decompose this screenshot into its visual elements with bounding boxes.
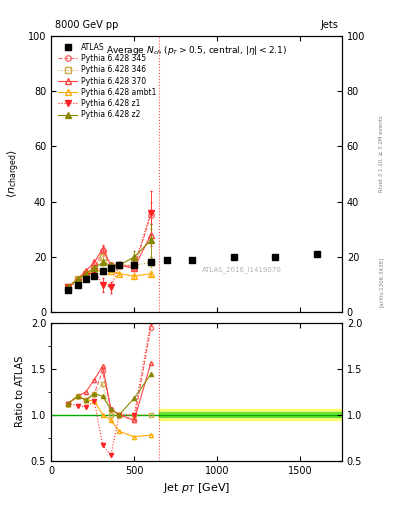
Text: 8000 GeV pp: 8000 GeV pp	[55, 20, 118, 30]
Text: [arXiv:1306.3438]: [arXiv:1306.3438]	[379, 257, 384, 307]
Text: Rivet 3.1.10, ≥ 3.2M events: Rivet 3.1.10, ≥ 3.2M events	[379, 115, 384, 192]
Y-axis label: Ratio to ATLAS: Ratio to ATLAS	[15, 356, 25, 428]
X-axis label: Jet $p_T$ [GeV]: Jet $p_T$ [GeV]	[163, 481, 230, 495]
Text: ATLAS_2016_I1419070: ATLAS_2016_I1419070	[202, 266, 282, 272]
Legend: ATLAS, Pythia 6.428 345, Pythia 6.428 346, Pythia 6.428 370, Pythia 6.428 ambt1,: ATLAS, Pythia 6.428 345, Pythia 6.428 34…	[55, 39, 159, 122]
Text: Jets: Jets	[320, 20, 338, 30]
Text: Average $N_{ch}$ ($p_T>0.5$, central, $|\eta| < 2.1$): Average $N_{ch}$ ($p_T>0.5$, central, $|…	[106, 44, 287, 57]
Y-axis label: $\langle n_\mathrm{charged} \rangle$: $\langle n_\mathrm{charged} \rangle$	[6, 150, 22, 199]
